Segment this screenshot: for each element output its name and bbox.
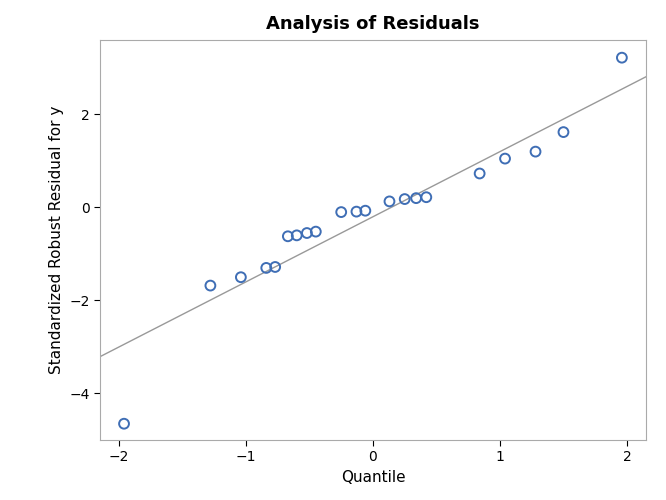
Point	[261, 264, 272, 272]
Point	[310, 228, 321, 235]
Point	[421, 193, 432, 201]
Point	[292, 232, 302, 239]
Point	[400, 195, 410, 203]
Point	[336, 208, 346, 216]
Point	[351, 208, 362, 216]
Title: Analysis of Residuals: Analysis of Residuals	[266, 15, 480, 33]
Point	[500, 154, 510, 162]
Point	[236, 273, 246, 281]
X-axis label: Quantile: Quantile	[340, 470, 406, 485]
Point	[282, 232, 293, 240]
Point	[530, 148, 541, 156]
Point	[205, 282, 216, 290]
Point	[558, 128, 569, 136]
Y-axis label: Standardized Robust Residual for y: Standardized Robust Residual for y	[49, 106, 63, 374]
Point	[360, 206, 371, 214]
Point	[411, 194, 422, 202]
Point	[270, 263, 280, 271]
Point	[302, 229, 312, 237]
Point	[617, 54, 627, 62]
Point	[384, 198, 395, 205]
Point	[119, 420, 129, 428]
Point	[474, 170, 485, 177]
